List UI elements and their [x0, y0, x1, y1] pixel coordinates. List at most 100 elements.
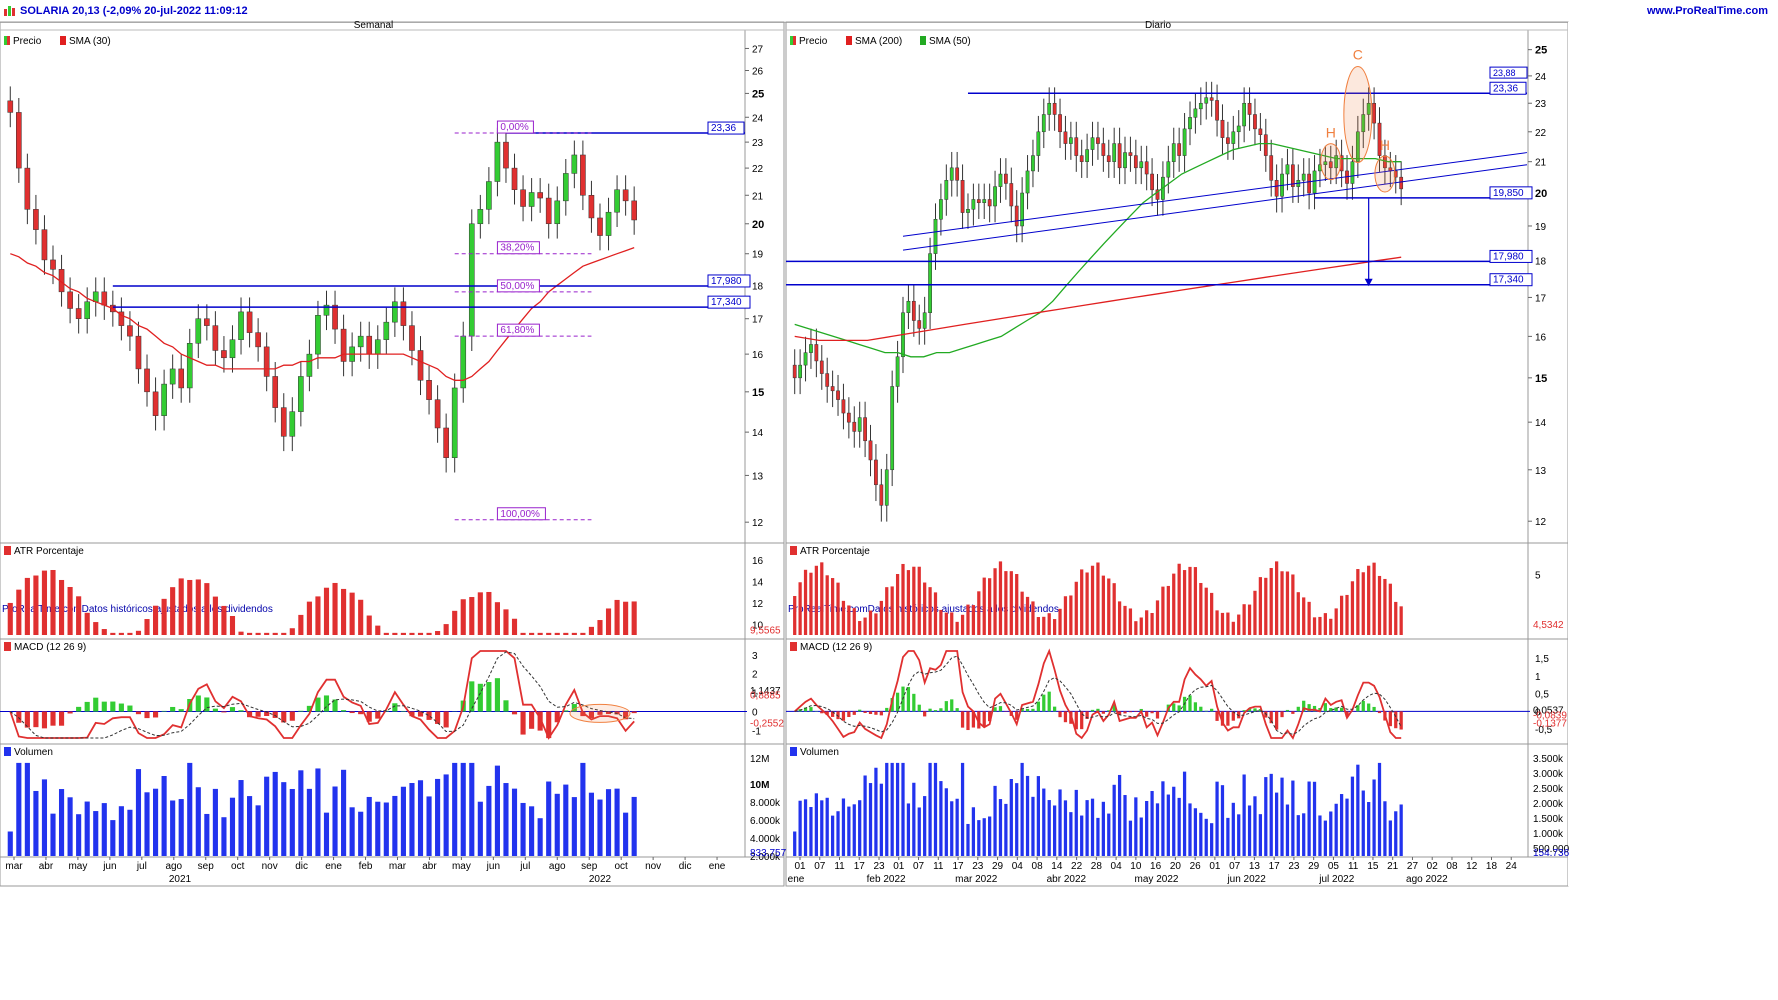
macd-hist-1-47: [1047, 691, 1051, 712]
xtick-label-1-11: 04: [1012, 861, 1024, 872]
candle-body-1-41: [1014, 205, 1019, 227]
macd-ytick-0-3: 0: [752, 708, 758, 719]
macd-hist-1-26: [933, 710, 938, 712]
vol-bar-0-2: [24, 762, 30, 856]
period-label-1-7: ago 2022: [1406, 874, 1448, 885]
xtick-label-1-5: 01: [893, 861, 905, 872]
candle-body-1-75: [1198, 102, 1203, 110]
atr-bar-0-9: [84, 612, 90, 635]
vol-bar-0-70: [605, 789, 612, 856]
vol-bar-1-14: [868, 783, 873, 856]
macd-hist-0-27: [238, 710, 244, 712]
candle-body-0-28: [246, 311, 253, 333]
macd-hist-0-16: [144, 711, 150, 719]
atr-bar-0-52: [452, 610, 458, 635]
xtick-label-0-15: jun: [486, 861, 500, 872]
atr-bar-1-57: [1101, 575, 1105, 635]
atr-bar-1-20: [901, 563, 905, 635]
atr-bar-1-111: [1394, 601, 1398, 635]
candle-body-1-38: [998, 173, 1003, 187]
macd-legend-swatch-1: [790, 642, 797, 651]
xtick-label-0-20: nov: [645, 861, 661, 872]
candle-body-0-25: [221, 350, 227, 359]
candle-body-1-31: [960, 180, 965, 213]
vol-bar-1-82: [1237, 814, 1241, 856]
atr-bar-0-3: [33, 575, 39, 635]
xtick-label-1-0: 01: [794, 861, 806, 872]
candle-body-1-72: [1182, 128, 1187, 156]
vol-bar-1-45: [1036, 776, 1040, 856]
vol-bar-1-66: [1150, 791, 1154, 856]
vol-bar-0-35: [306, 788, 312, 856]
pattern-letter-0: H: [1326, 125, 1336, 141]
atr-bar-0-4: [41, 570, 48, 635]
vol-bar-0-55: [477, 801, 483, 856]
atr-bar-0-53: [460, 599, 466, 635]
atr-bar-1-86: [1258, 577, 1263, 635]
vol-bar-1-90: [1280, 777, 1284, 856]
atr-last-0: 9,5565: [750, 626, 781, 637]
xtick-label-0-22: ene: [709, 861, 726, 872]
macd-hist-1-16: [879, 711, 883, 716]
candle-body-1-67: [1155, 189, 1160, 200]
vol-bar-0-13: [118, 806, 124, 856]
xtick-label-1-32: 02: [1427, 861, 1439, 872]
macd-hist-0-13: [118, 703, 124, 712]
atr-bar-1-34: [977, 591, 981, 635]
macd-ytick-1-2: 0,5: [1535, 690, 1549, 701]
macd-hist-1-24: [923, 711, 927, 717]
vol-bar-0-26: [229, 797, 236, 856]
macd-hist-0-65: [563, 710, 569, 712]
fib-label-2: 50,00%: [500, 281, 534, 292]
atr-bar-1-1: [798, 582, 802, 635]
xtick-label-1-30: 21: [1387, 861, 1399, 872]
vol-bar-1-48: [1052, 805, 1057, 856]
vol-ytick-1-5: 1.000k: [1533, 829, 1564, 840]
xtick-label-1-35: 18: [1486, 861, 1498, 872]
candle-body-0-24: [212, 325, 219, 351]
atr-bar-1-94: [1302, 597, 1306, 635]
macd-hist-1-81: [1231, 711, 1235, 721]
xtick-label-1-3: 17: [854, 861, 866, 872]
ytick-label-0-8: 19: [752, 250, 764, 261]
macd-hist-1-66: [1150, 711, 1154, 714]
ytick-label-1-0: 25: [1535, 45, 1547, 57]
atr-bar-0-43: [375, 625, 381, 635]
candle-body-1-73: [1188, 117, 1192, 130]
atr-bar-1-77: [1210, 592, 1214, 635]
vol-bar-1-108: [1377, 762, 1382, 856]
candle-body-0-65: [562, 173, 569, 202]
atr-bar-1-59: [1112, 583, 1116, 635]
vol-bar-1-21: [906, 803, 911, 856]
ytick-label-1-4: 21: [1535, 158, 1547, 169]
candle-body-1-14: [868, 440, 873, 461]
atr-bar-0-2: [24, 577, 30, 635]
vol-bar-0-71: [614, 788, 620, 856]
atr-bar-0-27: [238, 631, 244, 635]
vol-bar-1-6: [825, 797, 829, 856]
atr-bar-1-51: [1069, 595, 1073, 635]
candle-body-1-79: [1220, 119, 1225, 138]
xtick-label-1-23: 13: [1249, 861, 1261, 872]
candle-body-0-55: [477, 209, 484, 225]
atr-bar-0-32: [281, 632, 287, 635]
macd-hist-1-31: [960, 711, 965, 728]
atr-bar-1-17: [885, 587, 889, 635]
site-link[interactable]: www.ProRealTime.com: [1646, 5, 1768, 17]
atr-bar-1-10: [847, 605, 851, 635]
macd-hist-1-90: [1280, 711, 1284, 718]
candle-body-1-89: [1274, 180, 1279, 197]
macd-hist-0-63: [546, 711, 552, 739]
vol-bar-1-49: [1058, 789, 1062, 856]
level-label-0-0-box: [707, 121, 745, 135]
candle-body-0-30: [263, 346, 270, 377]
macd-hist-0-57: [494, 678, 500, 712]
atr-bar-0-40: [349, 592, 355, 635]
xtick-label-0-7: oct: [231, 861, 245, 872]
atr-bar-0-12: [110, 632, 116, 635]
candle-body-0-16: [144, 368, 150, 393]
period-label-1-5: jun 2022: [1226, 874, 1266, 885]
pattern-letter-1: C: [1353, 47, 1363, 63]
vol-bar-1-63: [1134, 797, 1138, 856]
vol-ytick-0-4: 4.000k: [750, 834, 781, 845]
